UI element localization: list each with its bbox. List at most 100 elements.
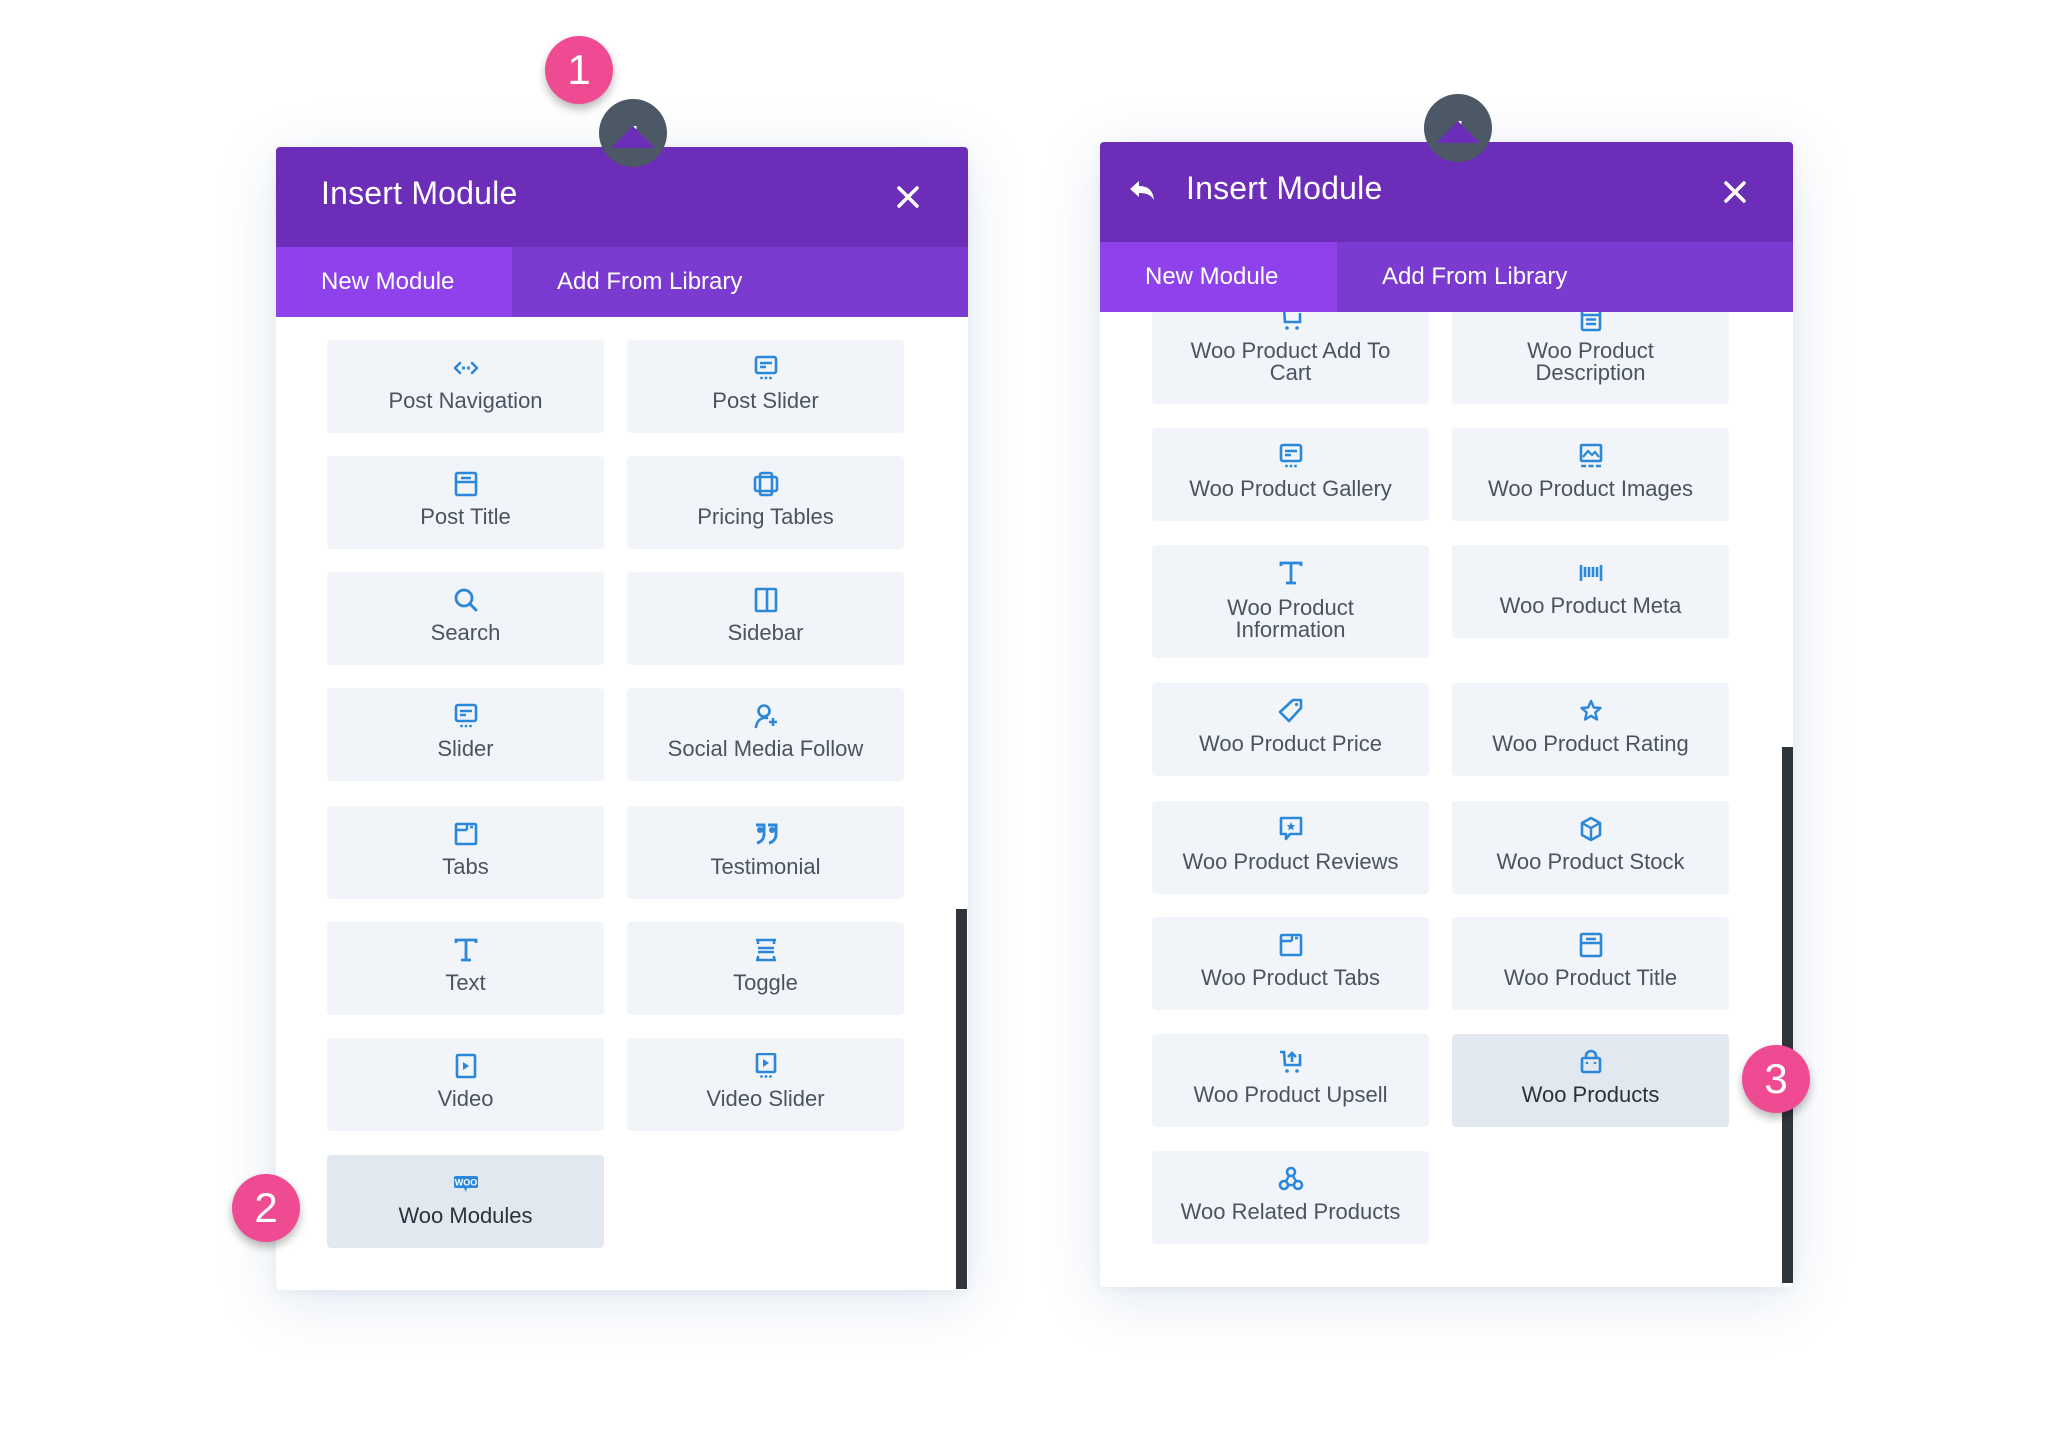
module-list: Post Navigation Post Slider Post Title P… bbox=[276, 317, 968, 1290]
module-search[interactable]: Search bbox=[327, 572, 604, 665]
close-icon bbox=[897, 186, 919, 208]
module-woo-product-add-to-cart[interactable]: Woo Product Add To Cart bbox=[1152, 312, 1429, 404]
module-label: Search bbox=[430, 620, 501, 645]
module-woo-product-title[interactable]: Woo Product Title bbox=[1452, 917, 1729, 1010]
module-toggle[interactable]: Toggle bbox=[627, 922, 904, 1015]
tab-add-from-library[interactable]: Add From Library bbox=[1337, 242, 1567, 312]
label-line: Woo Product bbox=[1527, 338, 1654, 363]
panel-title: Insert Module bbox=[321, 175, 518, 211]
step-badge-1: 1 bbox=[545, 36, 613, 104]
module-label: Post Navigation bbox=[388, 388, 543, 413]
module-label: Woo Product Price bbox=[1198, 731, 1382, 756]
module-label: Sidebar bbox=[727, 620, 804, 645]
insert-module-panel-left: Insert Module New Module Add From Librar… bbox=[276, 147, 968, 1290]
toggle-icon bbox=[755, 938, 776, 962]
cart-icon bbox=[1282, 312, 1301, 330]
module-label: Woo Product Add To Cart bbox=[1152, 340, 1429, 384]
module-slider[interactable]: Slider bbox=[327, 688, 604, 781]
tab-add-from-library[interactable]: Add From Library bbox=[512, 247, 742, 317]
module-label: Text bbox=[445, 970, 486, 995]
module-label: Woo Product Tabs bbox=[1201, 965, 1380, 990]
module-label: Woo Product Meta bbox=[1499, 593, 1682, 618]
module-video[interactable]: Video bbox=[327, 1038, 604, 1131]
price-tag-icon bbox=[1278, 698, 1302, 723]
scrollbar-right[interactable] bbox=[1782, 747, 1793, 1283]
module-label: Video bbox=[437, 1086, 494, 1111]
insert-module-panel-right: Woo Product Add To Cart Woo Product Desc… bbox=[1100, 142, 1793, 1287]
tab-new-module[interactable]: New Module bbox=[1100, 242, 1337, 312]
social-follow-icon bbox=[754, 704, 777, 729]
gallery-icon bbox=[1279, 443, 1302, 468]
post-navigation-icon bbox=[453, 361, 478, 375]
close-button[interactable] bbox=[1715, 172, 1755, 212]
video-icon bbox=[455, 1053, 476, 1079]
module-woo-product-information[interactable]: Woo Product Information bbox=[1152, 545, 1429, 658]
module-woo-product-reviews[interactable]: Woo Product Reviews bbox=[1152, 801, 1429, 894]
module-woo-product-gallery[interactable]: Woo Product Gallery bbox=[1152, 428, 1429, 521]
module-label: Woo Product Rating bbox=[1492, 731, 1689, 756]
woo-icon: WOO bbox=[453, 1176, 478, 1192]
module-woo-related-products[interactable]: Woo Related Products bbox=[1152, 1151, 1429, 1244]
star-icon bbox=[1579, 699, 1602, 721]
quote-icon bbox=[755, 823, 777, 845]
module-post-slider[interactable]: Post Slider bbox=[627, 340, 904, 433]
video-slider-icon bbox=[755, 1053, 776, 1078]
label-line: Information bbox=[1235, 617, 1346, 642]
scrollbar-left[interactable] bbox=[956, 909, 967, 1289]
tab-label: Add From Library bbox=[1382, 263, 1568, 290]
tabs-icon bbox=[454, 822, 477, 846]
module-woo-product-meta[interactable]: Woo Product Meta bbox=[1452, 545, 1729, 638]
module-woo-product-upsell[interactable]: Woo Product Upsell bbox=[1152, 1034, 1429, 1127]
tab-new-module[interactable]: New Module bbox=[276, 247, 512, 317]
module-label: Post Title bbox=[420, 504, 511, 529]
related-icon bbox=[1278, 1166, 1303, 1191]
module-label: Social Media Follow bbox=[667, 736, 864, 761]
module-testimonial[interactable]: Testimonial bbox=[627, 806, 904, 899]
module-label: Testimonial bbox=[710, 854, 821, 879]
label-line: Description bbox=[1535, 360, 1646, 385]
search-icon bbox=[454, 588, 477, 612]
shopping-bag-icon bbox=[1580, 1049, 1601, 1074]
module-label: Woo Modules bbox=[398, 1203, 533, 1228]
module-woo-product-stock[interactable]: Woo Product Stock bbox=[1452, 801, 1729, 894]
module-label: Toggle bbox=[733, 970, 798, 995]
back-button[interactable] bbox=[1126, 174, 1162, 210]
module-social-media-follow[interactable]: Social Media Follow bbox=[627, 688, 904, 781]
module-woo-product-description[interactable]: Woo Product Description bbox=[1452, 312, 1729, 404]
label-line: Cart bbox=[1269, 360, 1312, 385]
module-post-navigation[interactable]: Post Navigation bbox=[327, 340, 604, 433]
module-label: Woo Product Gallery bbox=[1189, 476, 1392, 501]
close-button[interactable] bbox=[888, 177, 928, 217]
pricing-tables-icon bbox=[753, 471, 778, 497]
module-woo-product-price[interactable]: Woo Product Price bbox=[1152, 683, 1429, 776]
module-tabs[interactable]: Tabs bbox=[327, 806, 604, 899]
module-post-title[interactable]: Post Title bbox=[327, 456, 604, 549]
svg-text:WOO: WOO bbox=[454, 1178, 477, 1188]
tabs-icon bbox=[1279, 933, 1302, 957]
module-woo-product-images[interactable]: Woo Product Images bbox=[1452, 428, 1729, 521]
module-woo-product-rating[interactable]: Woo Product Rating bbox=[1452, 683, 1729, 776]
module-woo-product-tabs[interactable]: Woo Product Tabs bbox=[1152, 917, 1429, 1010]
upsell-cart-icon bbox=[1279, 1050, 1301, 1073]
step-badge-3: 3 bbox=[1742, 1045, 1810, 1113]
module-label: Woo Product Upsell bbox=[1193, 1082, 1388, 1107]
module-label: Woo Product Images bbox=[1487, 476, 1694, 501]
module-label: Woo Products bbox=[1521, 1082, 1660, 1107]
module-woo-modules[interactable]: WOO Woo Modules bbox=[327, 1155, 604, 1248]
tab-label: Add From Library bbox=[557, 268, 743, 295]
sidebar-icon bbox=[754, 587, 777, 613]
module-video-slider[interactable]: Video Slider bbox=[627, 1038, 904, 1131]
module-label: Woo Product Reviews bbox=[1182, 849, 1399, 874]
text-icon bbox=[454, 938, 477, 962]
module-text[interactable]: Text bbox=[327, 922, 604, 1015]
tab-label: New Module bbox=[1145, 263, 1279, 290]
module-sidebar[interactable]: Sidebar bbox=[627, 572, 904, 665]
module-label: Video Slider bbox=[706, 1086, 825, 1111]
module-pricing-tables[interactable]: Pricing Tables bbox=[627, 456, 904, 549]
box-icon bbox=[1580, 816, 1601, 842]
panel-tabs: New Module Add From Library bbox=[276, 247, 968, 317]
module-label: Pricing Tables bbox=[697, 504, 834, 529]
module-woo-products[interactable]: Woo Products bbox=[1452, 1034, 1729, 1127]
barcode-icon bbox=[1579, 565, 1602, 581]
post-slider-icon bbox=[754, 355, 777, 380]
